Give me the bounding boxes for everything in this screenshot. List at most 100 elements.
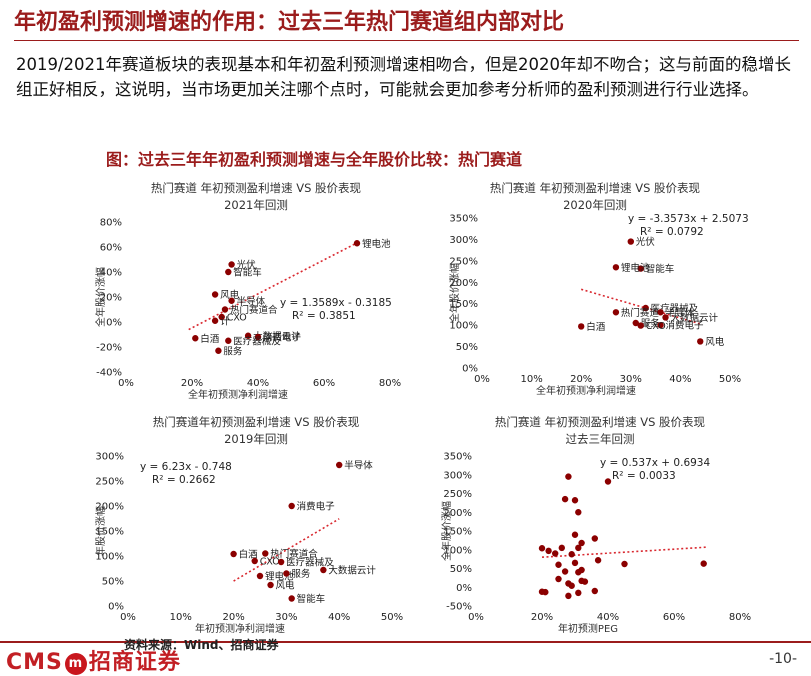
point-label: 白酒 bbox=[586, 321, 606, 333]
trend-r-squared: R² = 0.0033 bbox=[612, 470, 676, 482]
x-tick-label: 40% bbox=[669, 374, 691, 385]
data-point bbox=[697, 338, 704, 345]
x-tick-label: 50% bbox=[381, 612, 403, 623]
point-label: CXO bbox=[260, 557, 280, 568]
point-label: CXO bbox=[646, 321, 666, 332]
point-label: 智能车 bbox=[646, 263, 675, 275]
chart-2019: 热门赛道年初预测盈利增速 VS 股价表现 2019年回测 0% 10% 20% 30% 40… bbox=[94, 415, 403, 635]
x-axis-label: 年初预测净利润增速 bbox=[195, 622, 285, 635]
data-point bbox=[575, 569, 582, 576]
data-point bbox=[594, 557, 602, 564]
data-point bbox=[230, 550, 237, 558]
trend-equation: y = 1.3589x - 0.3185 bbox=[280, 297, 392, 309]
y-axis-label: 年股价涨幅 bbox=[94, 506, 107, 556]
point-label: 智能车 bbox=[297, 593, 326, 605]
data-point bbox=[254, 333, 262, 341]
data-point bbox=[637, 265, 644, 272]
data-point bbox=[568, 551, 575, 558]
chart-subtitle: 2019年回测 bbox=[224, 432, 288, 446]
logo-text-right: 招商证券 bbox=[88, 650, 181, 675]
x-tick-label: 20% bbox=[222, 612, 244, 623]
point-label: 锂电池 bbox=[362, 238, 391, 250]
point-label: 白酒 bbox=[200, 333, 220, 345]
company-logo: CMS m 招商证券 bbox=[6, 644, 181, 676]
source-note: 资料来源：Wind、招商证券 bbox=[124, 638, 279, 652]
data-point bbox=[627, 238, 634, 245]
x-tick-label: 30% bbox=[620, 374, 642, 385]
point-label: 医疗器械及 bbox=[233, 335, 281, 347]
data-point bbox=[192, 335, 199, 342]
point-label: 光伏 bbox=[237, 259, 257, 271]
data-point bbox=[575, 544, 582, 552]
y-tick-label: 300% bbox=[449, 235, 478, 246]
x-tick-label: 40% bbox=[328, 612, 350, 623]
data-point bbox=[612, 309, 620, 316]
page-title: 年初盈利预测增速的作用：过去三年热门赛道组内部对比 bbox=[14, 10, 565, 35]
data-point bbox=[578, 539, 585, 547]
point-label: 半导体 bbox=[237, 295, 266, 307]
data-point bbox=[621, 560, 628, 568]
trend-line bbox=[541, 546, 708, 559]
x-tick-label: 10% bbox=[520, 374, 542, 385]
page-number: -10- bbox=[769, 651, 797, 667]
data-point bbox=[581, 578, 589, 585]
data-point bbox=[225, 337, 232, 344]
data-point bbox=[267, 581, 274, 589]
chart-subtitle: 过去三年回测 bbox=[566, 432, 635, 446]
footer-divider bbox=[0, 641, 811, 643]
y-tick-label: 20% bbox=[100, 293, 122, 304]
trend-r-squared: R² = 0.2662 bbox=[152, 474, 216, 486]
data-point bbox=[256, 572, 264, 580]
data-point bbox=[228, 297, 235, 304]
logo-text-left: CMS bbox=[6, 650, 63, 675]
data-point bbox=[632, 319, 639, 327]
y-tick-label: 150% bbox=[95, 527, 124, 538]
y-tick-label: -50% bbox=[446, 602, 472, 613]
data-point bbox=[642, 304, 649, 312]
x-tick-label: 20% bbox=[531, 612, 553, 623]
data-point bbox=[662, 314, 669, 321]
chart-title: 热门赛道 年初预测盈利增速 VS 股价表现 bbox=[495, 415, 705, 429]
point-label: 服务 bbox=[641, 318, 661, 330]
point-label: 光伏 bbox=[636, 236, 656, 248]
y-tick-label: 150% bbox=[443, 527, 472, 538]
x-tick-label: 10% bbox=[170, 612, 192, 623]
data-point bbox=[555, 575, 562, 583]
data-point bbox=[336, 461, 343, 469]
point-label: 计 bbox=[220, 315, 230, 327]
data-point bbox=[558, 544, 565, 552]
data-point bbox=[215, 347, 222, 354]
trend-equation: y = 6.23x - 0.748 bbox=[140, 461, 232, 473]
data-point bbox=[612, 264, 620, 271]
data-point bbox=[571, 531, 579, 538]
x-tick-label: 50% bbox=[719, 374, 741, 385]
y-tick-label: 40% bbox=[100, 268, 122, 279]
point-label: 半导体 bbox=[344, 460, 373, 472]
y-tick-label: 250% bbox=[449, 256, 478, 267]
title-divider bbox=[14, 40, 799, 41]
x-tick-label: 60% bbox=[663, 612, 685, 623]
x-tick-label: 30% bbox=[275, 612, 297, 623]
data-point bbox=[552, 550, 559, 557]
y-tick-label: 100% bbox=[449, 321, 478, 332]
y-tick-label: 350% bbox=[449, 214, 478, 225]
x-tick-label: 0% bbox=[468, 612, 484, 623]
y-tick-label: -20% bbox=[96, 343, 122, 354]
data-point bbox=[538, 588, 546, 595]
chart-2021: 热门赛道 年初预测盈利增速 VS 股价表现 2021年回测 0% 20% 40% 60% 8… bbox=[94, 181, 401, 401]
data-point bbox=[244, 332, 252, 339]
y-tick-label: 0% bbox=[456, 583, 472, 594]
point-label: CXO bbox=[227, 313, 247, 324]
chart-title: 热门赛道年初预测盈利增速 VS 股价表现 bbox=[153, 415, 359, 429]
point-label: 风电 bbox=[276, 580, 296, 592]
trend-equation: y = -3.3573x + 2.5073 bbox=[628, 213, 749, 225]
x-axis-label: 全年初预测净利润增速 bbox=[188, 388, 288, 401]
data-point bbox=[288, 595, 295, 602]
x-axis-label: 全年初预测净利润增速 bbox=[536, 384, 636, 397]
point-label: 半导体 bbox=[666, 307, 695, 319]
point-label: 大数据云计 bbox=[671, 312, 719, 324]
data-point bbox=[545, 547, 552, 555]
point-label: 医疗器械及 bbox=[286, 557, 334, 569]
data-point bbox=[283, 570, 290, 577]
